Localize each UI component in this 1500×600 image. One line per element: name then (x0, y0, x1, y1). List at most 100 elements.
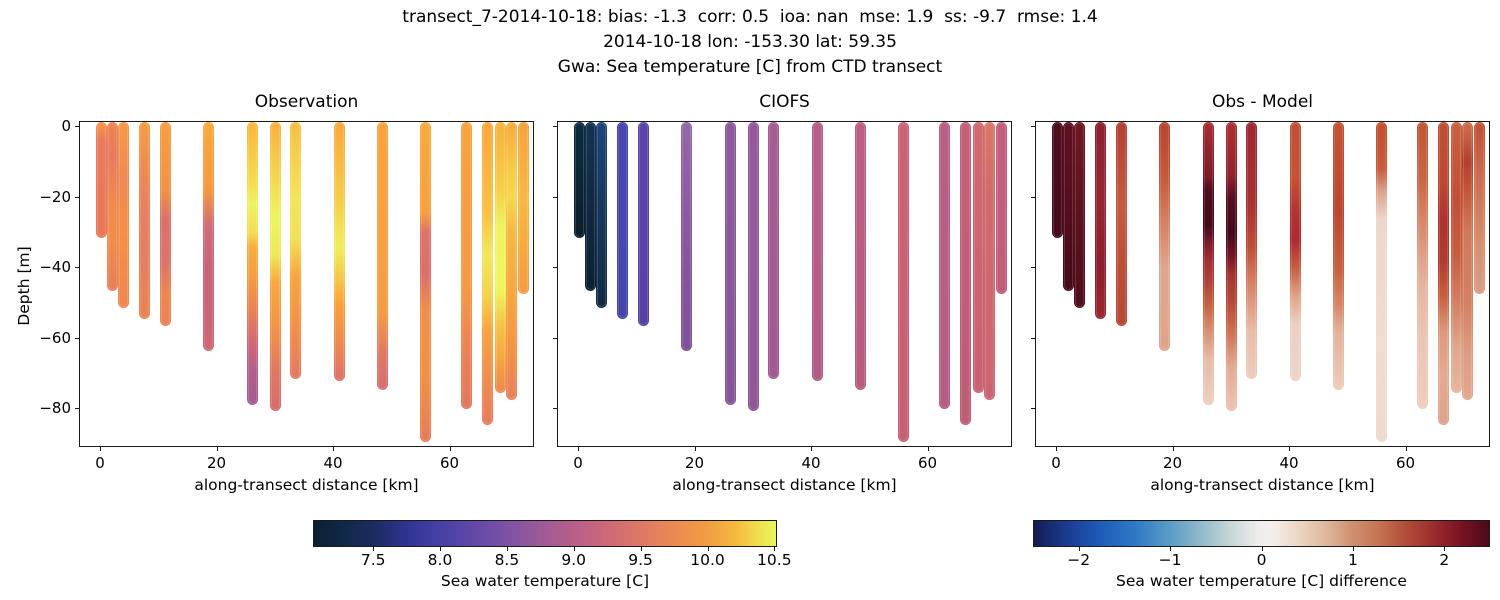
profile-column-obs-model-26km (1202, 121, 1214, 406)
profile-column-ciofs-30km (748, 121, 760, 411)
profile-column-ciofs-66.4km (960, 121, 972, 425)
y-tick-mark (75, 408, 79, 410)
profile-column-ciofs-0km (573, 121, 585, 238)
y-tick-mark (75, 125, 79, 127)
x-tick-mark (811, 447, 812, 451)
x-tick-label: 60 (917, 454, 938, 472)
profile-column-ciofs-26km (724, 121, 736, 406)
colorbar-difference (1033, 520, 1490, 547)
colorbar-tick-mark (1261, 547, 1263, 551)
x-tick-mark (449, 447, 451, 451)
profile-column-ciofs-62.8km (939, 121, 951, 409)
x-tick-label: 0 (1051, 454, 1061, 472)
profile-column-obs-model-70.5km (1462, 121, 1474, 400)
colorbar-tick-label: 9.5 (628, 551, 653, 569)
x-tick-label: 60 (1395, 454, 1416, 472)
colorbar-tick-mark (707, 547, 709, 551)
x-axis-label-obs-model: along-transect distance [km] (1150, 476, 1375, 494)
y-tick-mark (553, 408, 557, 410)
colorbar-tick-label: 2 (1439, 551, 1450, 569)
profile-column-observation-48.4km (377, 121, 389, 390)
x-tick-mark (216, 447, 218, 451)
x-tick-mark (1289, 447, 1290, 451)
profile-column-obs-model-68.5km (1450, 121, 1462, 393)
x-tick-mark (333, 447, 334, 451)
colorbar-tick-mark (1078, 547, 1080, 551)
profile-column-observation-68.5km (494, 121, 506, 393)
colorbar-tick-label: 10.5 (757, 551, 792, 569)
colorbar-tick-mark (1352, 547, 1354, 551)
x-tick-mark (927, 447, 929, 451)
y-tick-label: −20 (39, 187, 71, 206)
profile-column-observation-72.5km (517, 121, 529, 295)
x-axis-label-observation: along-transect distance [km] (194, 476, 419, 494)
colorbar-temperature (313, 520, 777, 547)
x-tick-label: 20 (684, 454, 705, 472)
x-tick-mark (100, 447, 101, 451)
x-tick-label: 0 (95, 454, 105, 472)
y-tick-mark (1031, 196, 1035, 198)
figure-subtitle-date-location: 2014-10-18 lon: -153.30 lat: 59.35 (603, 32, 897, 52)
profile-column-obs-model-7.4km (1094, 121, 1106, 319)
x-tick-label: 20 (1162, 454, 1183, 472)
profile-column-obs-model-2km (1063, 121, 1075, 291)
profile-column-ciofs-7.4km (616, 121, 628, 319)
y-axis-label: Depth [m] (15, 246, 33, 326)
profile-column-ciofs-3.8km (595, 121, 607, 309)
profile-column-ciofs-55.7km (898, 121, 909, 443)
profile-column-obs-model-55.7km (1376, 121, 1387, 443)
x-tick-mark (694, 447, 696, 451)
profile-column-obs-model-18.4km (1158, 121, 1170, 351)
colorbar-tick-mark (373, 547, 375, 551)
profile-column-observation-3.8km (117, 121, 129, 309)
profile-column-obs-model-3.8km (1073, 121, 1085, 309)
profile-column-observation-7.4km (138, 121, 150, 319)
y-tick-mark (75, 337, 79, 339)
profile-column-ciofs-11.1km (638, 121, 650, 326)
profile-column-ciofs-48.4km (855, 121, 867, 390)
x-tick-label: 40 (1279, 454, 1299, 472)
x-tick-label: 60 (439, 454, 460, 472)
colorbar-tick-mark (640, 547, 642, 551)
colorbar-tick-label: 8.0 (427, 551, 453, 569)
profile-column-observation-11.1km (160, 121, 172, 326)
colorbar-tick-mark (774, 547, 776, 551)
profile-column-ciofs-18.4km (680, 121, 692, 351)
panel-title-ciofs: CIOFS (759, 92, 810, 112)
profile-column-obs-model-41km (1290, 121, 1302, 381)
profile-column-observation-55.7km (420, 121, 431, 443)
figure-title: transect_7-2014-10-18: bias: -1.3 corr: … (402, 7, 1098, 27)
y-tick-label: −80 (39, 399, 71, 418)
y-tick-label: 0 (61, 116, 71, 135)
colorbar-tick-label: 10.0 (690, 551, 725, 569)
colorbar-tick-label: 9.0 (561, 551, 587, 569)
panel-title-obs-model: Obs - Model (1211, 92, 1313, 112)
colorbar-tick-label: −1 (1158, 551, 1182, 569)
x-tick-label: 40 (801, 454, 821, 472)
profile-column-observation-41km (334, 121, 346, 381)
profile-column-ciofs-2km (585, 121, 597, 291)
y-tick-mark (75, 196, 79, 198)
x-tick-label: 0 (573, 454, 583, 472)
y-tick-mark (553, 337, 557, 339)
colorbar-tick-mark (506, 547, 508, 551)
y-tick-mark (1031, 408, 1035, 410)
profile-column-observation-33.4km (290, 121, 302, 379)
panel-obs-model-plot-area (1035, 121, 1490, 447)
profile-column-observation-0km (95, 121, 107, 238)
panel-ciofs-plot-area (557, 121, 1012, 447)
x-tick-mark (1405, 447, 1407, 451)
profile-column-ciofs-41km (812, 121, 824, 381)
y-tick-label: −60 (39, 328, 71, 347)
colorbar-temperature-label: Sea water temperature [C] (440, 572, 650, 590)
colorbar-tick-mark (1444, 547, 1446, 551)
colorbar-tick-label: 1 (1347, 551, 1358, 569)
profile-column-ciofs-33.4km (768, 121, 780, 379)
x-tick-label: 40 (323, 454, 343, 472)
profile-column-observation-70.5km (506, 121, 518, 400)
profile-column-obs-model-0km (1051, 121, 1063, 238)
y-tick-label: −40 (39, 258, 71, 277)
profile-column-obs-model-33.4km (1246, 121, 1258, 379)
profile-column-observation-30km (270, 121, 282, 411)
